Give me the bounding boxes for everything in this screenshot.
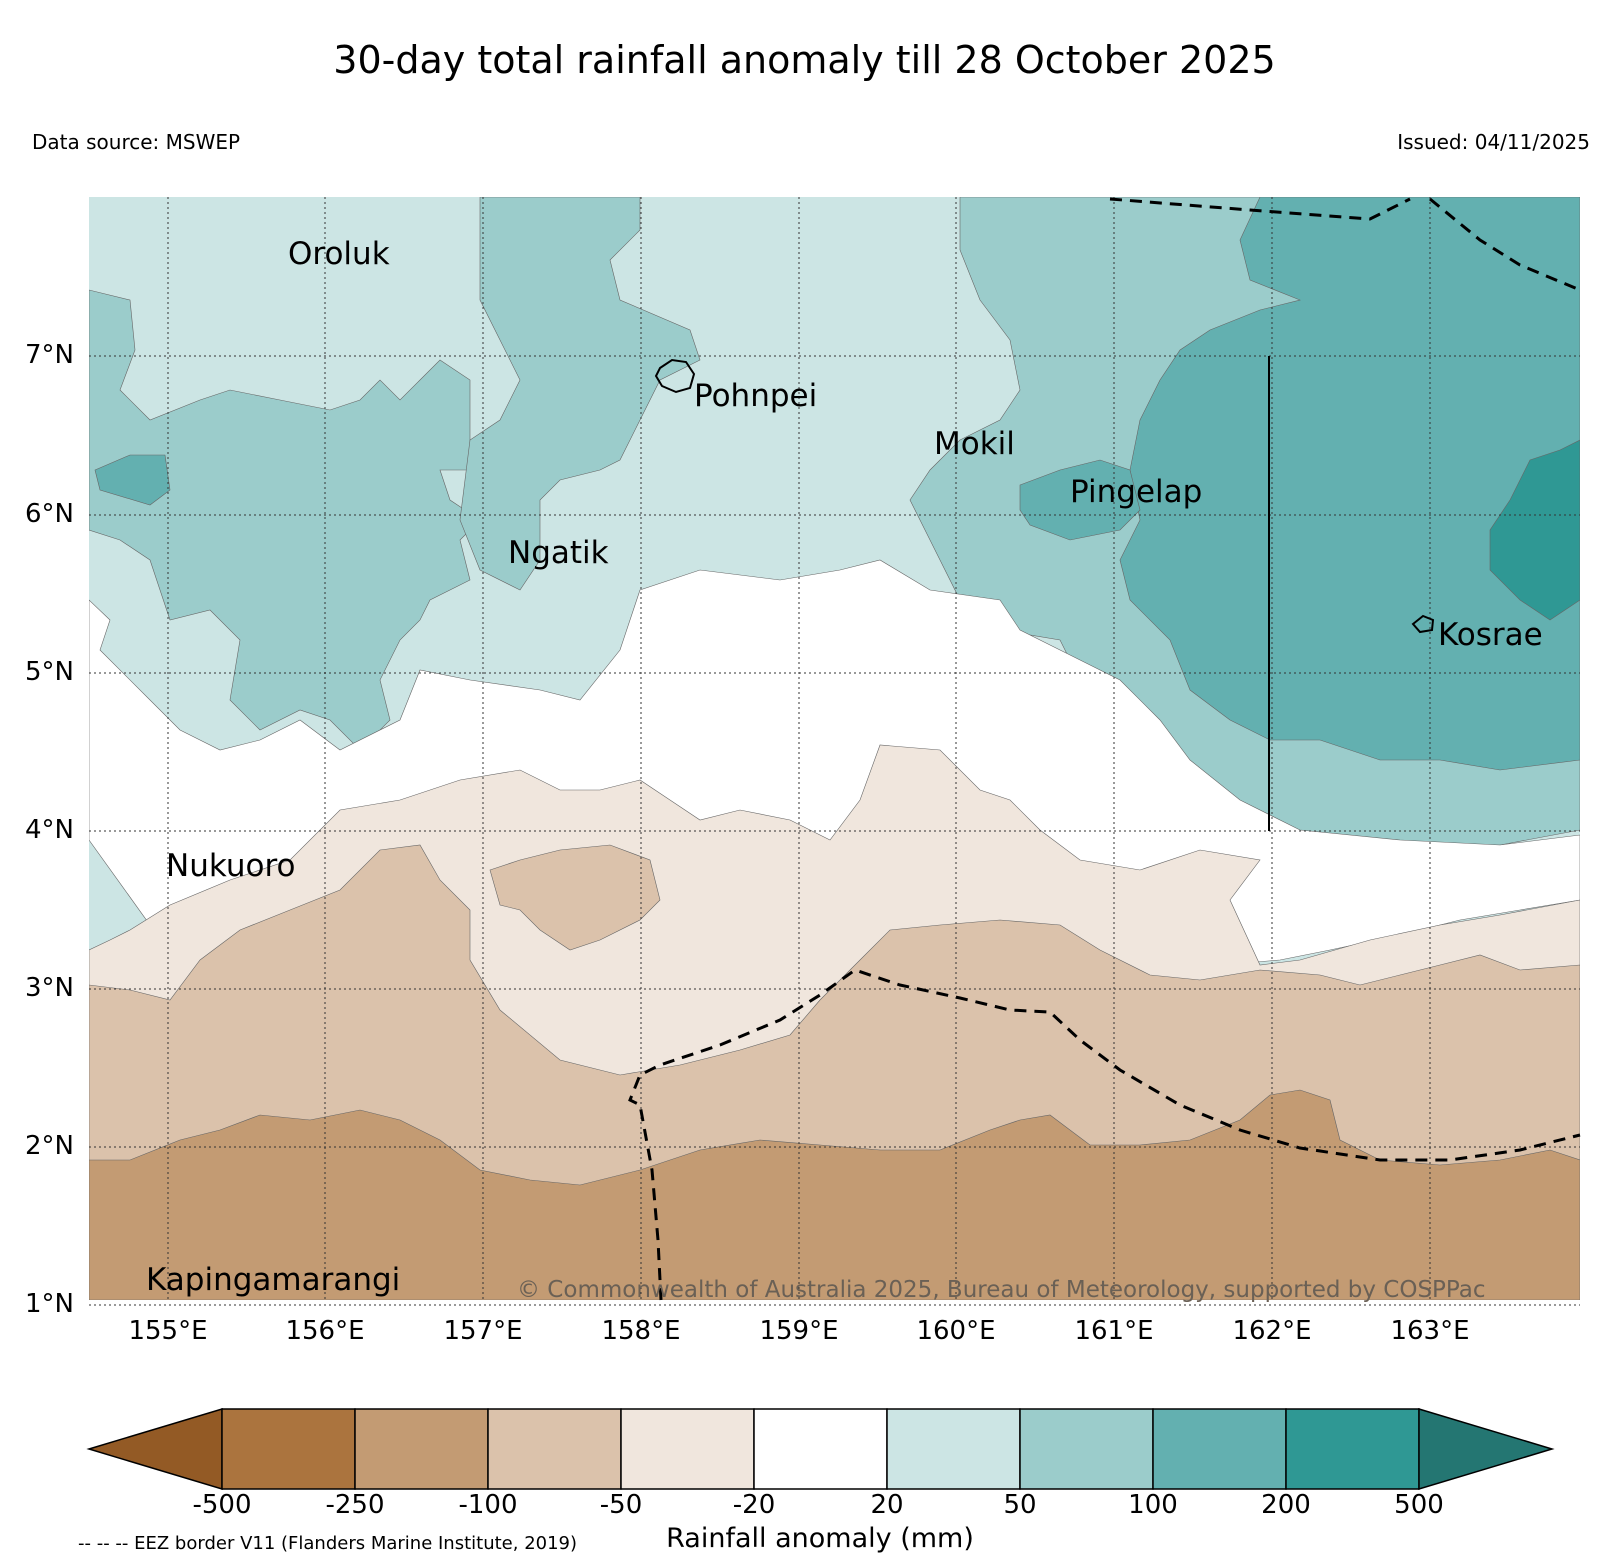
- colorbar-label: 20: [870, 1490, 904, 1520]
- lat-tick-3n: 3°N: [25, 973, 74, 1003]
- band-neg250-neg100: [89, 1089, 1580, 1300]
- issued-date-label: Issued: 04/11/2025: [1397, 130, 1590, 154]
- band-100-200-sw: [94, 454, 171, 506]
- colorbar-200-500: [1285, 1408, 1420, 1490]
- chart-title: 30-day total rainfall anomaly till 28 Oc…: [333, 38, 1276, 82]
- colorbar-neg20-20: [753, 1408, 888, 1490]
- colorbar-label: 50: [1003, 1490, 1037, 1520]
- place-label-kapingamarangi: Kapingamarangi: [146, 1262, 401, 1298]
- colorbar-label: -500: [192, 1490, 252, 1520]
- place-label-oroluk: Oroluk: [288, 236, 390, 272]
- lon-tick-160e: 160°E: [916, 1316, 996, 1346]
- band-200-500-east: [1489, 439, 1580, 621]
- colorbar-lt-neg500: [86, 1407, 223, 1491]
- colorbar-gt-500: [1418, 1407, 1555, 1491]
- lon-tick-161e: 161°E: [1074, 1316, 1154, 1346]
- colorbar-neg50-neg20: [620, 1408, 755, 1490]
- colorbar: [86, 1407, 1555, 1491]
- colorbar-50-100: [1019, 1408, 1154, 1490]
- kosrae-island-icon: [1411, 614, 1435, 634]
- place-label-pohnpei: Pohnpei: [694, 378, 818, 414]
- colorbar-label: -20: [732, 1490, 776, 1520]
- colorbar-label: -250: [325, 1490, 385, 1520]
- band-neg100-neg50-island: [489, 844, 661, 951]
- place-label-nukuoro: Nukuoro: [166, 848, 296, 884]
- lon-tick-159e: 159°E: [759, 1316, 839, 1346]
- lat-tick-7n: 7°N: [25, 340, 74, 370]
- eez-legend-note: -- -- -- EEZ border V11 (Flanders Marine…: [78, 1533, 578, 1554]
- place-label-ngatik: Ngatik: [508, 535, 609, 571]
- pohnpei-island-icon: [654, 358, 696, 394]
- band-100-200-east: [1119, 197, 1580, 771]
- colorbar-20-50: [886, 1408, 1021, 1490]
- colorbar-title: Rainfall anomaly (mm): [666, 1523, 974, 1554]
- lon-tick-163e: 163°E: [1390, 1316, 1470, 1346]
- lon-tick-156e: 156°E: [285, 1316, 365, 1346]
- graticule: [89, 197, 1580, 1306]
- colorbar-label: 100: [1128, 1490, 1178, 1520]
- lon-tick-158e: 158°E: [601, 1316, 681, 1346]
- lat-tick-5n: 5°N: [25, 657, 74, 687]
- copyright-notice: © Commonwealth of Australia 2025, Bureau…: [517, 1277, 1486, 1303]
- lon-tick-155e: 155°E: [128, 1316, 208, 1346]
- colorbar-label: 500: [1394, 1490, 1444, 1520]
- lon-tick-162e: 162°E: [1232, 1316, 1312, 1346]
- place-label-pingelap: Pingelap: [1070, 474, 1203, 510]
- lat-tick-6n: 6°N: [25, 499, 74, 529]
- anomaly-field: [89, 197, 1580, 1300]
- colorbar-neg100-neg50: [487, 1408, 622, 1490]
- lat-tick-1n: 1°N: [25, 1289, 74, 1319]
- place-label-kosrae: Kosrae: [1438, 617, 1543, 653]
- colorbar-label: -100: [458, 1490, 518, 1520]
- place-label-mokil: Mokil: [934, 426, 1015, 462]
- lat-tick-4n: 4°N: [25, 815, 74, 845]
- band-50-100-north2: [459, 197, 701, 591]
- colorbar-100-200: [1152, 1408, 1287, 1490]
- lon-tick-157e: 157°E: [443, 1316, 523, 1346]
- colorbar-neg500-neg250: [221, 1408, 356, 1490]
- eez-border: [628, 197, 1581, 1301]
- colorbar-neg250-neg100: [354, 1408, 489, 1490]
- lat-tick-2n: 2°N: [25, 1131, 74, 1161]
- band-100-200-pingelap: [1019, 459, 1141, 541]
- data-source-label: Data source: MSWEP: [32, 130, 241, 154]
- colorbar-label: -50: [599, 1490, 643, 1520]
- colorbar-label: 200: [1261, 1490, 1311, 1520]
